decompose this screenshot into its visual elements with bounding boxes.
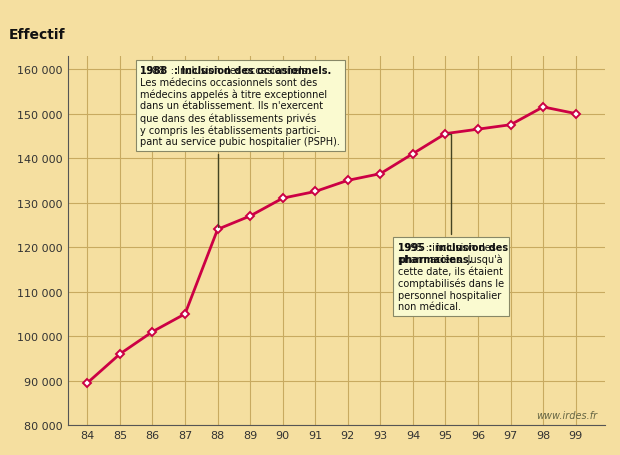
Text: 1988  : Inclusion des occasionnels.
Les médecins occasionnels sont des
médecins : 1988 : Inclusion des occasionnels. Les m… [140,66,340,227]
Text: 1988  : Inclusion des occasionnels.: 1988 : Inclusion des occasionnels. [140,66,332,76]
Text: www.irdes.fr: www.irdes.fr [536,410,597,420]
Text: 1995 : inclusion des
pharmaciens.: 1995 : inclusion des pharmaciens. [398,243,508,264]
Text: Effectif: Effectif [9,28,65,42]
Text: 1995 : inclusion des
pharmaciens. Jusqu'à
cette date, ils étaient
comptabilisés : 1995 : inclusion des pharmaciens. Jusqu'… [398,134,504,312]
